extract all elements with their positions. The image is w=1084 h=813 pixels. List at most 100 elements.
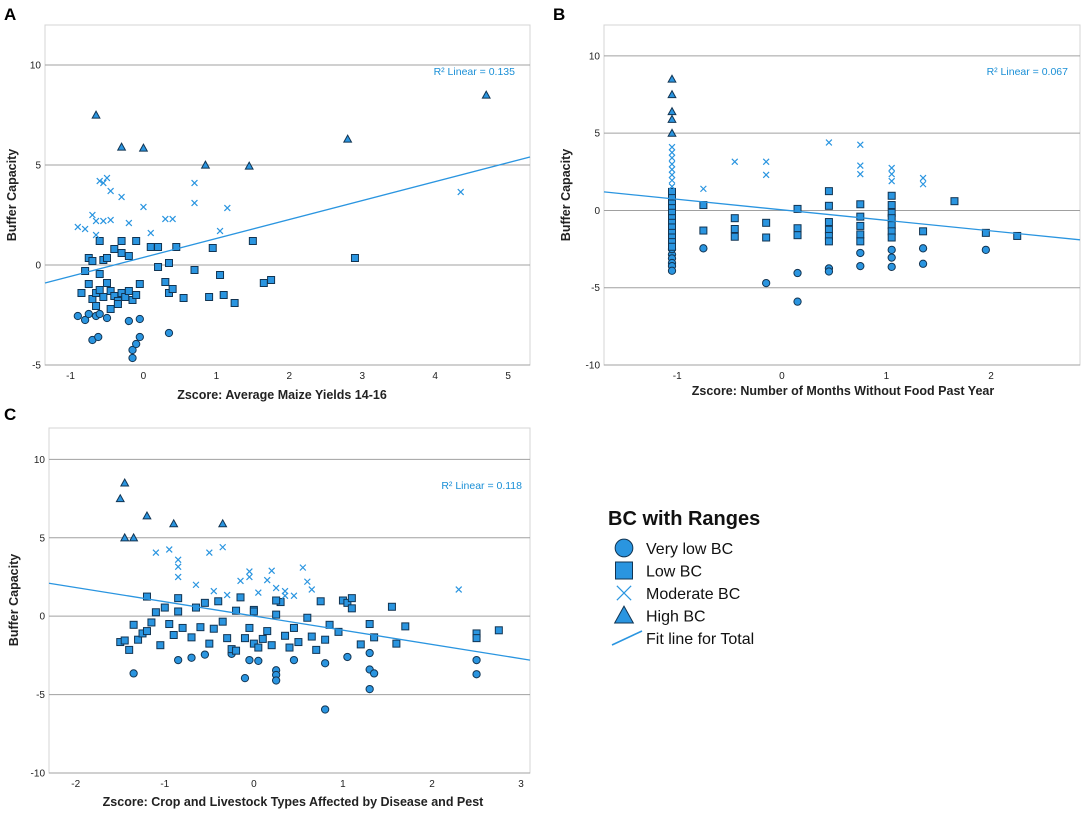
data-point — [214, 597, 223, 606]
data-point — [230, 299, 239, 307]
panel-c-gridlines — [49, 458, 530, 774]
data-point — [272, 584, 280, 592]
y-tick-label: 0 — [35, 261, 41, 272]
data-point — [793, 297, 802, 306]
panel-a-tick-labels: -5 0 5 10 -1 0 1 2 3 4 5 — [30, 61, 511, 383]
legend-square-swatch — [615, 561, 633, 580]
series-very-low-bc — [73, 309, 174, 363]
data-point — [289, 655, 299, 665]
data-point — [147, 618, 156, 627]
y-tick-label: 10 — [34, 455, 46, 466]
x-tick-label: 5 — [505, 371, 511, 382]
panel-letter-c: C — [4, 405, 16, 424]
series-low-bc — [116, 592, 503, 655]
data-point — [99, 293, 108, 301]
data-point — [232, 606, 241, 615]
panel-a-r2-label: R² Linear = 0.135 — [434, 66, 516, 78]
data-point — [762, 218, 771, 227]
data-point — [254, 643, 263, 652]
data-point — [888, 177, 896, 185]
data-point — [132, 237, 141, 245]
data-point — [370, 633, 379, 642]
data-point — [118, 193, 125, 201]
legend-label: High BC — [646, 609, 706, 626]
x-tick-label: 1 — [214, 371, 220, 382]
y-tick-label: -5 — [36, 690, 45, 701]
data-point — [245, 655, 254, 665]
data-point — [856, 248, 865, 258]
data-point — [135, 314, 144, 324]
data-point — [169, 518, 179, 528]
data-point — [191, 179, 198, 187]
data-point — [178, 623, 187, 632]
x-tick-label: 2 — [429, 779, 435, 790]
data-point — [120, 636, 129, 645]
series-moderate-bc — [152, 543, 463, 600]
data-point — [856, 162, 864, 170]
x-tick-label: 4 — [432, 371, 438, 382]
data-point — [191, 199, 198, 207]
panel-c-frame — [48, 427, 531, 774]
data-point — [245, 623, 254, 632]
data-point — [102, 279, 111, 287]
data-point — [129, 669, 138, 678]
data-point — [888, 170, 896, 178]
data-point — [120, 478, 130, 487]
x-tick-label: 2 — [287, 371, 293, 382]
data-point — [919, 180, 927, 188]
data-point — [401, 622, 410, 631]
panel-c-y-axis-title: Buffer Capacity — [7, 554, 21, 646]
data-point — [824, 237, 833, 246]
data-point — [116, 142, 127, 151]
legend-item: Low BC — [615, 561, 702, 581]
data-point — [156, 641, 165, 650]
data-point — [192, 581, 200, 589]
data-point — [223, 591, 231, 599]
data-point — [303, 578, 311, 586]
data-point — [216, 227, 224, 235]
data-point — [73, 311, 82, 321]
legend-circle-swatch — [614, 538, 634, 558]
data-point — [267, 641, 276, 650]
data-point — [307, 632, 316, 641]
legend-item: Fit line for Total — [611, 630, 754, 648]
data-point — [918, 259, 928, 268]
data-point — [455, 586, 463, 593]
data-point — [272, 610, 281, 619]
series-low-bc — [77, 237, 359, 313]
data-point — [169, 215, 176, 223]
x-tick-label: 1 — [884, 371, 890, 382]
data-point — [700, 185, 707, 193]
data-point — [190, 266, 199, 274]
legend-item: Moderate BC — [616, 585, 740, 603]
legend-title: BC with Ranges — [608, 508, 760, 530]
data-point — [142, 510, 152, 520]
data-point — [321, 635, 330, 644]
data-point — [281, 592, 289, 600]
data-point — [142, 592, 151, 601]
data-point — [667, 74, 677, 83]
data-point — [124, 287, 133, 295]
data-point — [187, 633, 196, 642]
data-point — [248, 237, 257, 245]
data-point — [160, 603, 169, 612]
data-point — [174, 556, 182, 564]
data-point — [793, 204, 802, 213]
y-tick-label: 5 — [35, 161, 41, 172]
series-moderate-bc — [74, 174, 465, 239]
data-point — [254, 656, 263, 666]
data-point — [343, 598, 352, 607]
data-point — [94, 332, 103, 342]
data-point — [113, 300, 122, 308]
data-point — [668, 242, 676, 251]
legend-item: High BC — [613, 605, 706, 626]
data-point — [77, 289, 86, 297]
data-point — [347, 604, 356, 613]
data-point — [667, 128, 677, 137]
legend: BC with Ranges Very low BC Low BC Moderate… — [608, 508, 760, 648]
data-point — [290, 592, 298, 600]
data-point — [289, 623, 298, 632]
data-point — [146, 243, 155, 251]
data-point — [174, 573, 182, 581]
